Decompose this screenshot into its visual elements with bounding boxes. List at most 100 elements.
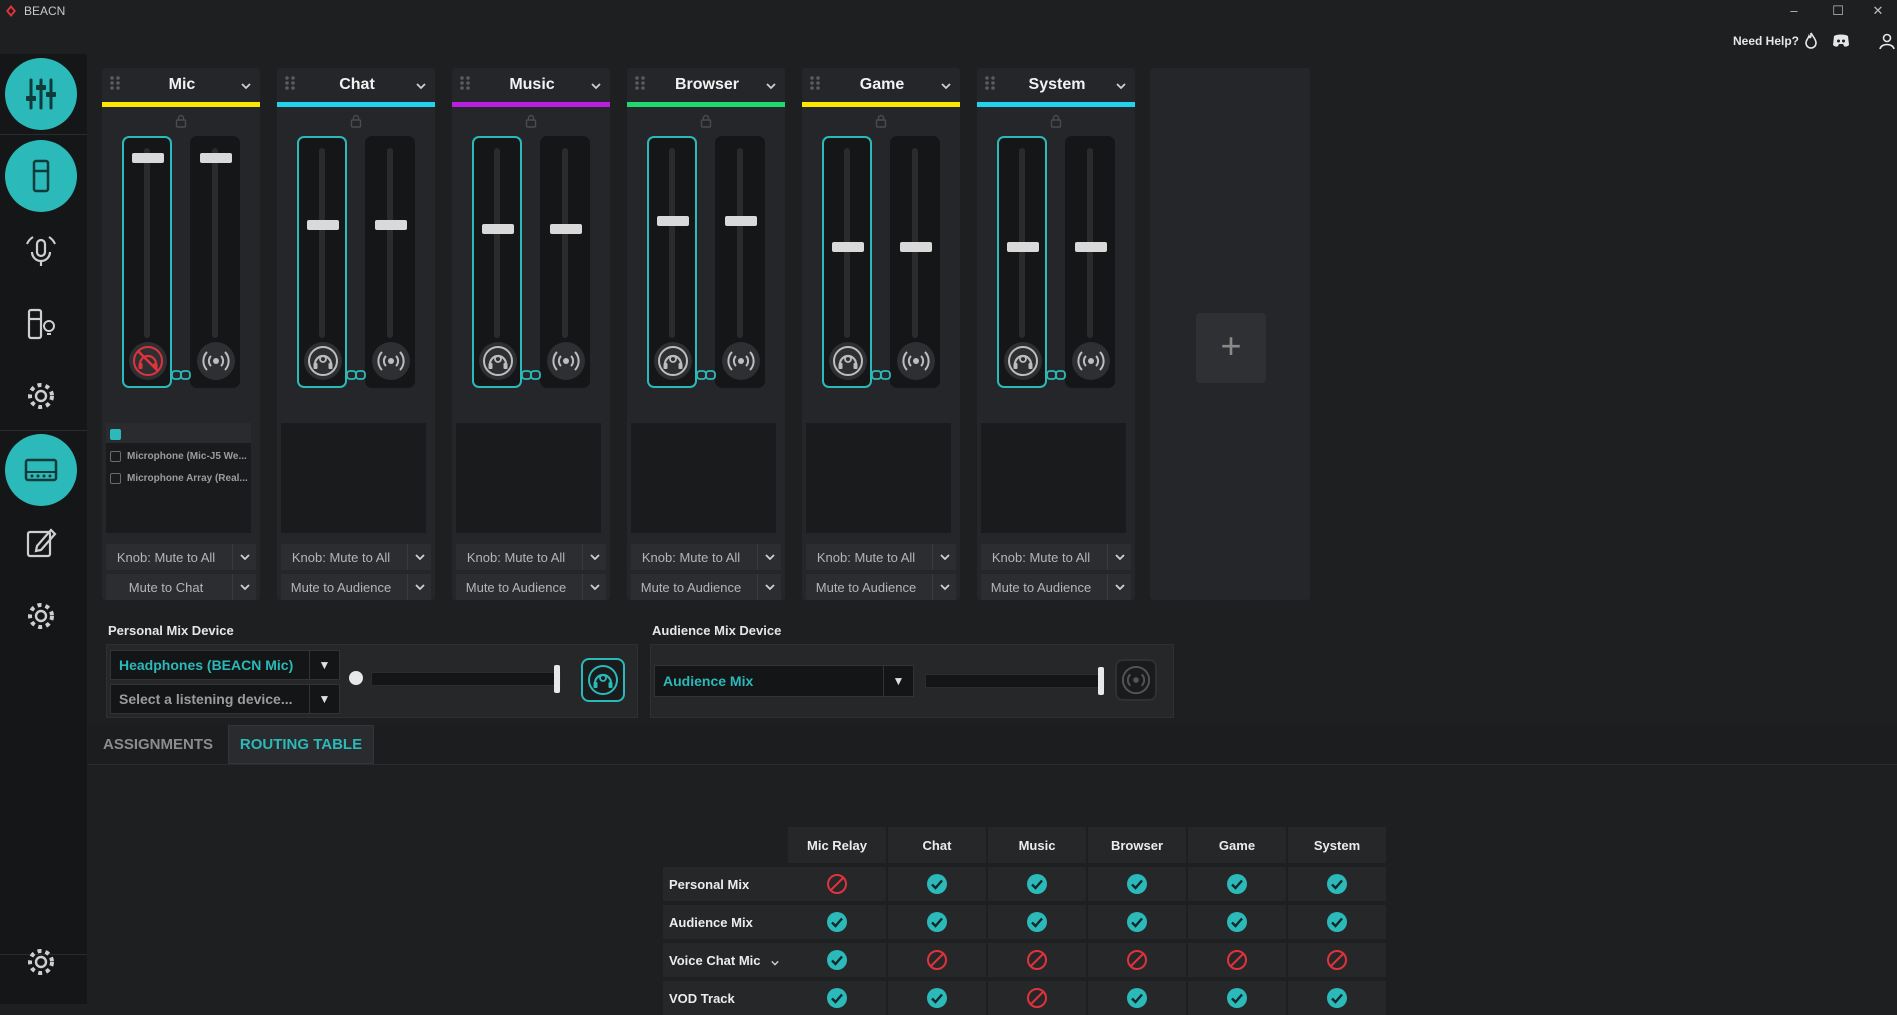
routing-cell[interactable] <box>1288 905 1386 939</box>
mute-action-select[interactable]: Mute to Chat <box>106 574 256 600</box>
device-checkbox[interactable] <box>110 428 121 440</box>
audience-mute-button[interactable] <box>722 342 760 380</box>
maximize-icon[interactable]: ☐ <box>1832 3 1844 18</box>
lock-icon[interactable] <box>174 114 188 128</box>
audience-fader[interactable] <box>715 136 765 388</box>
slider-thumb[interactable] <box>554 665 560 693</box>
device-row[interactable] <box>110 425 127 443</box>
sidebar-item-lighting[interactable] <box>5 288 77 360</box>
fader-knob[interactable] <box>1007 241 1039 252</box>
channel-menu-button[interactable] <box>940 78 952 90</box>
mute-action-select[interactable]: Mute to Audience <box>281 574 431 600</box>
mute-action-select[interactable]: Mute to Audience <box>981 574 1131 600</box>
audience-mute-button[interactable] <box>197 342 235 380</box>
device-checkbox[interactable] <box>110 450 121 462</box>
personal-fader[interactable] <box>822 136 872 388</box>
knob-action-select[interactable]: Knob: Mute to All <box>981 544 1131 570</box>
fader-knob[interactable] <box>725 216 757 227</box>
audience-fader[interactable] <box>1065 136 1115 388</box>
routing-cell[interactable] <box>1088 981 1186 1015</box>
drag-handle-icon[interactable] <box>983 74 997 92</box>
audience-mix-device-select[interactable]: Audience Mix ▼ <box>654 665 914 697</box>
personal-mute-button[interactable] <box>479 342 517 380</box>
device-row[interactable]: Microphone Array (Real... <box>110 469 248 487</box>
fader-knob[interactable] <box>550 223 582 234</box>
audience-monitor-button[interactable] <box>1115 659 1157 701</box>
sidebar-item-device[interactable] <box>5 140 77 212</box>
sidebar-item-app-settings[interactable] <box>5 926 77 998</box>
audience-fader[interactable] <box>190 136 240 388</box>
personal-fader[interactable] <box>297 136 347 388</box>
fader-knob[interactable] <box>200 153 232 164</box>
routing-cell[interactable] <box>888 867 986 901</box>
close-icon[interactable]: ✕ <box>1872 3 1884 18</box>
fader-knob[interactable] <box>132 153 164 164</box>
audience-mute-button[interactable] <box>372 342 410 380</box>
routing-cell[interactable] <box>988 905 1086 939</box>
sidebar-item-settings-2[interactable] <box>5 580 77 652</box>
sidebar-item-mic[interactable] <box>5 216 77 288</box>
routing-cell[interactable] <box>1088 867 1186 901</box>
account-icon[interactable] <box>1877 31 1897 51</box>
need-help-link[interactable]: Need Help? <box>1732 34 1799 48</box>
personal-mute-button[interactable] <box>129 342 167 380</box>
personal-mute-button[interactable] <box>654 342 692 380</box>
knob-action-select[interactable]: Knob: Mute to All <box>806 544 956 570</box>
device-row[interactable]: Microphone (Mic-J5 We... <box>110 447 247 465</box>
flame-icon[interactable] <box>1801 31 1821 51</box>
routing-cell[interactable] <box>988 867 1086 901</box>
routing-cell[interactable] <box>988 943 1086 977</box>
knob-action-select[interactable]: Knob: Mute to All <box>456 544 606 570</box>
lock-icon[interactable] <box>699 114 713 128</box>
personal-monitor-button[interactable] <box>581 658 625 702</box>
personal-mute-button[interactable] <box>304 342 342 380</box>
device-checkbox[interactable] <box>110 472 121 484</box>
mute-action-select[interactable]: Mute to Audience <box>456 574 606 600</box>
routing-cell[interactable] <box>888 981 986 1015</box>
routing-cell[interactable] <box>788 943 886 977</box>
sidebar-item-edit[interactable] <box>5 506 77 578</box>
knob-action-select[interactable]: Knob: Mute to All <box>106 544 256 570</box>
fader-knob[interactable] <box>900 241 932 252</box>
channel-menu-button[interactable] <box>1115 78 1127 90</box>
link-icon[interactable] <box>345 368 367 382</box>
link-icon[interactable] <box>170 368 192 382</box>
drag-handle-icon[interactable] <box>808 74 822 92</box>
routing-cell[interactable] <box>888 905 986 939</box>
audience-mix-volume-slider[interactable] <box>925 667 1105 695</box>
routing-cell[interactable] <box>888 943 986 977</box>
fader-knob[interactable] <box>832 241 864 252</box>
fader-knob[interactable] <box>482 223 514 234</box>
sidebar-item-mixer[interactable] <box>5 58 77 130</box>
routing-cell[interactable] <box>1288 981 1386 1015</box>
routing-row-label[interactable]: Voice Chat Mic <box>663 943 788 977</box>
mute-action-select[interactable]: Mute to Audience <box>806 574 956 600</box>
routing-cell[interactable] <box>1188 905 1286 939</box>
link-icon[interactable] <box>520 368 542 382</box>
audience-mute-button[interactable] <box>1072 342 1110 380</box>
routing-cell[interactable] <box>1188 943 1286 977</box>
routing-cell[interactable] <box>1188 867 1286 901</box>
discord-icon[interactable] <box>1831 31 1851 51</box>
mute-action-select[interactable]: Mute to Audience <box>631 574 781 600</box>
link-icon[interactable] <box>870 368 892 382</box>
fader-knob[interactable] <box>657 216 689 227</box>
lock-icon[interactable] <box>524 114 538 128</box>
routing-cell[interactable] <box>988 981 1086 1015</box>
personal-mix-device-select[interactable]: Headphones (BEACN Mic) ▼ <box>110 650 340 680</box>
add-channel-button[interactable]: + <box>1196 313 1266 383</box>
routing-cell[interactable] <box>1288 867 1386 901</box>
drag-handle-icon[interactable] <box>108 74 122 92</box>
routing-cell[interactable] <box>1088 905 1186 939</box>
fader-knob[interactable] <box>375 220 407 230</box>
minimize-icon[interactable]: – <box>1790 3 1798 18</box>
routing-cell[interactable] <box>1088 943 1186 977</box>
routing-cell[interactable] <box>788 981 886 1015</box>
drag-handle-icon[interactable] <box>458 74 472 92</box>
lock-icon[interactable] <box>349 114 363 128</box>
personal-mute-button[interactable] <box>829 342 867 380</box>
knob-action-select[interactable]: Knob: Mute to All <box>281 544 431 570</box>
channel-menu-button[interactable] <box>765 78 777 90</box>
tab-routing-table[interactable]: ROUTING TABLE <box>228 725 374 764</box>
audience-fader[interactable] <box>540 136 590 388</box>
